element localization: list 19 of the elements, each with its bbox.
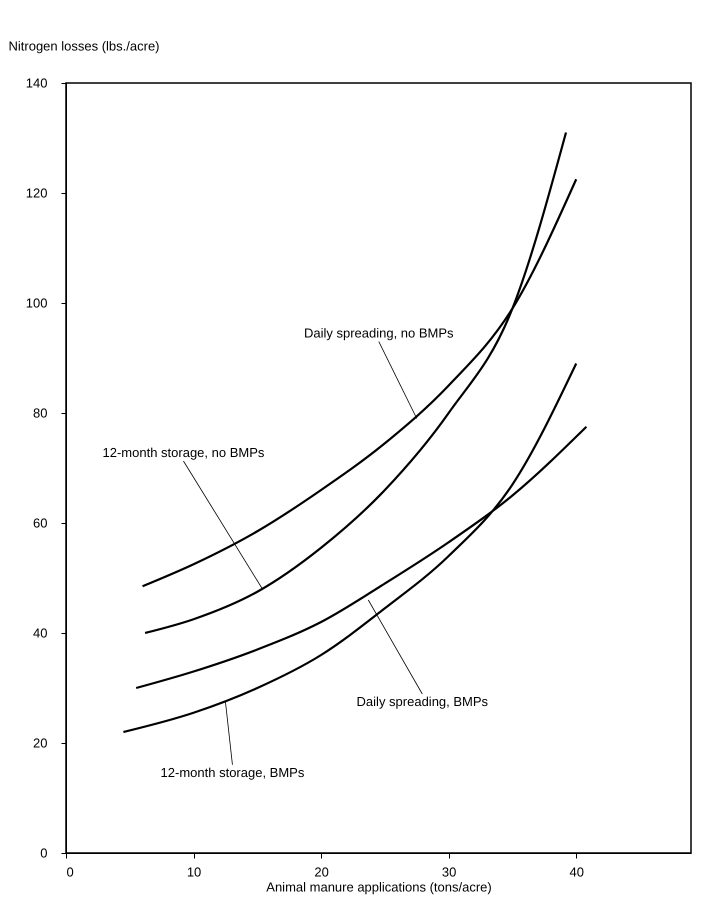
- y-tick-label: 120: [26, 186, 48, 200]
- x-tick-label: 30: [442, 864, 456, 880]
- x-tick-label: 20: [314, 864, 329, 880]
- y-tick-label: 60: [33, 516, 48, 530]
- y-tick-label: 20: [33, 736, 48, 750]
- x-tick-label: 10: [186, 864, 202, 880]
- y-axis-title: Nitrogen losses (lbs./acre): [8, 38, 160, 54]
- y-tick-label: 80: [33, 406, 48, 420]
- y-tick-label: 140: [26, 76, 48, 90]
- annotation: 12-month storage, no BMPs: [102, 445, 265, 460]
- annotation: Daily spreading, no BMPs: [304, 326, 454, 340]
- y-tick-label: 100: [26, 296, 48, 310]
- x-tick-label: 0: [66, 864, 74, 880]
- y-tick-label: 0: [40, 846, 48, 860]
- x-tick-label: 40: [569, 864, 584, 880]
- x-axis-title: Animal manure applications (tons/acre): [266, 880, 492, 894]
- annotation: 12-month storage, BMPs: [160, 764, 305, 780]
- annotation: Daily spreading, BMPs: [356, 694, 489, 709]
- y-tick-label: 40: [33, 626, 48, 640]
